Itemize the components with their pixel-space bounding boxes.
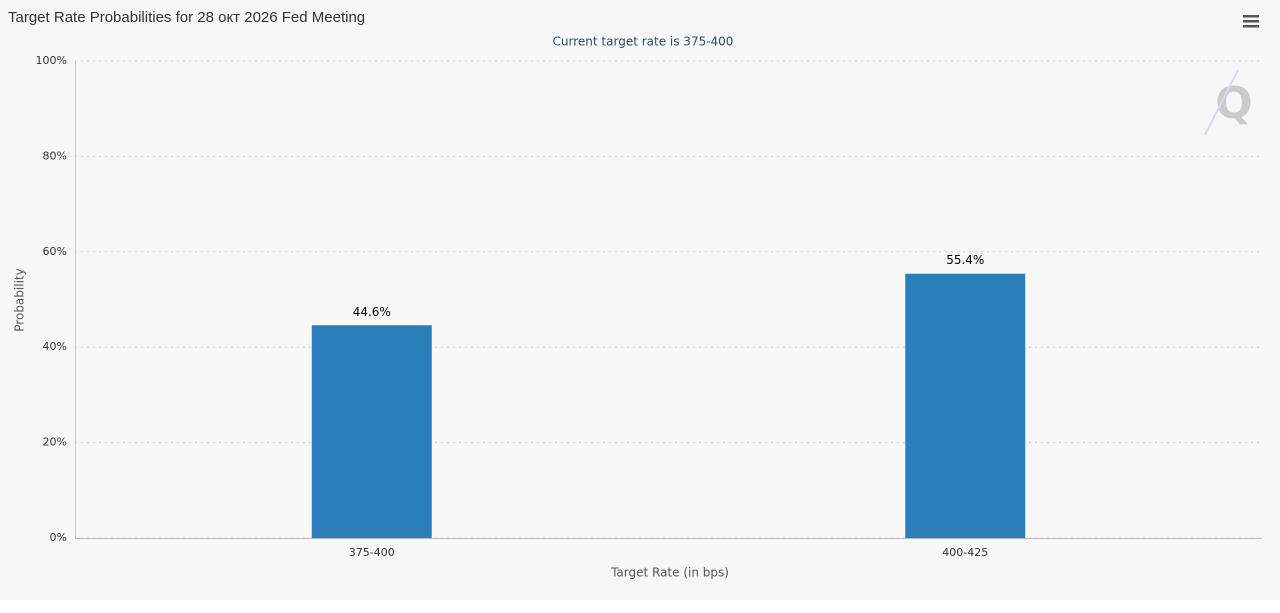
- y-axis-label: Probability: [13, 268, 27, 331]
- x-tick-label: 375-400: [349, 546, 395, 559]
- chart-title: Target Rate Probabilities for 28 окт 202…: [8, 9, 365, 26]
- y-tick-label: 40%: [43, 340, 67, 353]
- y-tick-label: 60%: [43, 245, 67, 258]
- bar: [311, 325, 432, 538]
- value-label: 44.6%: [353, 305, 391, 319]
- x-axis-label: Target Rate (in bps): [610, 566, 729, 580]
- y-tick-label: 0%: [50, 531, 67, 544]
- bar: [905, 273, 1026, 538]
- y-tick-label: 20%: [43, 436, 67, 449]
- chart-subtitle: Current target rate is 375-400: [553, 35, 734, 49]
- value-label: 55.4%: [946, 253, 984, 267]
- x-tick-label: 400-425: [942, 546, 988, 559]
- y-tick-label: 80%: [43, 149, 67, 162]
- logo: Q: [1204, 69, 1253, 136]
- svg-text:Q: Q: [1215, 78, 1252, 129]
- y-tick-label: 100%: [36, 54, 67, 67]
- menu-button[interactable]: [1243, 15, 1259, 28]
- background: [0, 0, 1280, 600]
